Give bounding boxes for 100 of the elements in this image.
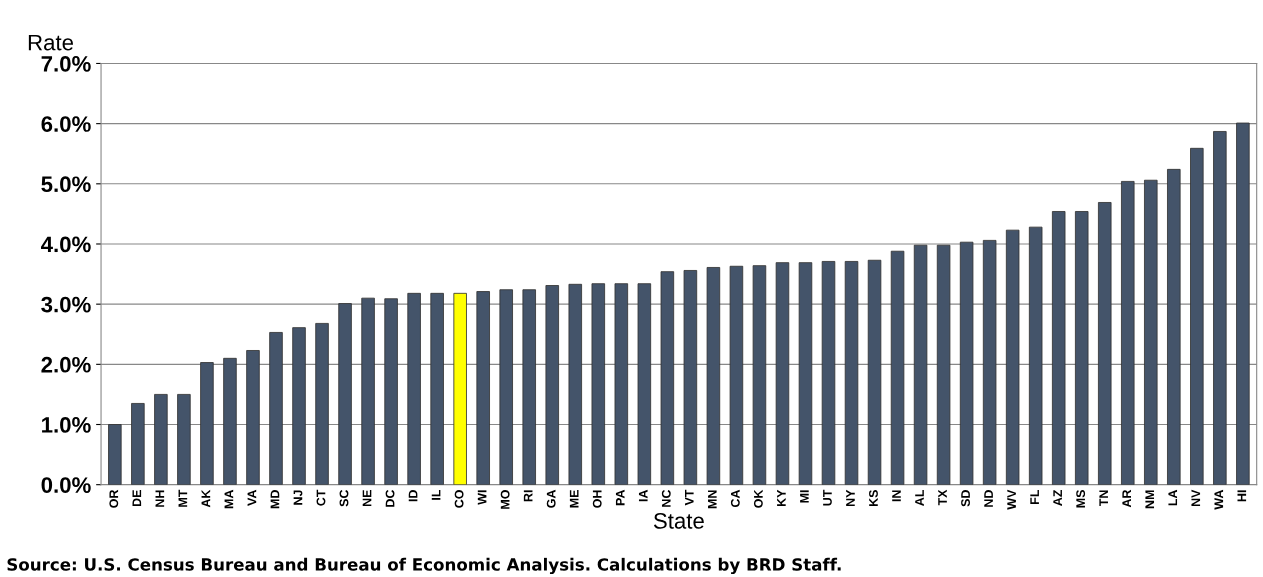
x-tick-label: NH [155,490,165,507]
bar [1005,229,1020,485]
x-tick-label: OH [592,490,602,508]
x-tick-label: ID [408,490,418,502]
x-tick-label: CO [454,490,464,508]
bar [913,244,928,485]
y-tick-label: 5.0% [41,176,91,193]
bar [269,332,283,485]
x-tick-label: MO [500,490,510,509]
x-tick-label: AK [201,489,211,508]
bar [683,270,698,485]
bar [637,283,652,485]
bar [108,424,122,485]
x-tick-label: WV [1007,489,1016,510]
bar [821,261,836,485]
y-tick-label: 6.0% [41,116,91,132]
x-tick-label: MD [270,490,280,509]
bar [407,292,421,485]
bar [131,403,145,485]
bar [1121,180,1135,485]
bar [1144,179,1158,485]
x-tick-label: LA [1168,489,1178,506]
bar [154,394,168,485]
x-tick-label: SD [961,490,970,507]
bar [246,350,260,485]
x-tick-label: MA [224,489,234,509]
bar [844,261,859,485]
bar [867,259,882,485]
bar [499,289,513,485]
x-tick-label: CA [730,489,740,508]
y-axis-title: Rate [28,34,73,51]
y-tick-label: 0.0% [41,477,91,493]
x-tick-label: AZ [1053,489,1062,506]
x-tick-label: MT [178,489,188,507]
bar [453,292,467,485]
x-tick-label: IN [892,490,901,502]
x-tick-label: VT [685,489,694,506]
x-tick-label: MN [708,490,717,509]
y-tick-label: 3.0% [41,296,91,313]
y-tick-label: 2.0% [41,356,91,373]
x-tick-label: NJ [293,490,303,505]
x-tick-label: WA [1214,489,1224,510]
x-tick-label: NV [1191,489,1201,507]
bar [361,297,375,485]
bar [1236,122,1250,485]
bar [1051,211,1066,485]
x-tick-label: IL [431,489,441,500]
x-tick-label: AL [915,489,924,506]
bar [522,289,536,485]
x-tick-label: MS [1076,490,1086,508]
source-note: Source: U.S. Census Bureau and Bureau of Economic Analysis. Calculations by BRD Staff. [7,557,841,575]
bar [706,267,721,485]
x-tick-label: FL [1030,489,1039,504]
x-tick-label: TN [1099,490,1108,507]
bar [982,239,997,485]
bar [614,283,629,485]
x-tick-label: HI [1237,490,1247,502]
x-tick-label: KS [869,490,878,507]
y-tick-label: 1.0% [42,417,91,433]
y-tick-label: 4.0% [41,236,91,253]
x-tick-label: CT [316,489,326,506]
x-tick-label: WI [477,490,487,505]
bar [1190,147,1204,485]
bar [890,250,905,485]
bar [545,285,559,485]
x-tick-label: OK [753,489,763,508]
bar [568,283,583,485]
bar [752,265,767,485]
x-tick-label: GA [546,489,556,508]
bar [1213,131,1227,485]
bar [223,357,237,485]
bar [1098,202,1112,485]
x-tick-label: ME [569,490,579,508]
x-tick-label: KY [777,489,786,507]
x-tick-label: NY [846,489,855,507]
bar [775,262,790,485]
x-tick-label: RI [523,490,533,502]
x-tick-label: TX [938,489,947,506]
y-tick-label: 7.0% [41,56,91,72]
x-tick-label: NE [362,490,372,507]
bar [476,291,490,485]
bar [729,265,744,485]
x-tick-label: DE [132,490,142,507]
bar [1028,226,1043,485]
bar [430,292,444,485]
x-tick-label: NM [1145,490,1155,509]
x-tick-label: VA [247,489,257,506]
bar [338,303,352,485]
x-tick-label: MI [800,490,809,503]
bar [591,283,606,485]
x-tick-label: IA [638,489,648,502]
bar [200,362,214,485]
bar [798,262,813,485]
bar [1074,211,1089,485]
bar [292,327,306,485]
bar [315,323,329,485]
bar [660,271,675,485]
x-axis-title: State [653,513,704,529]
bar [1167,168,1181,485]
x-tick-label: SC [339,489,349,507]
